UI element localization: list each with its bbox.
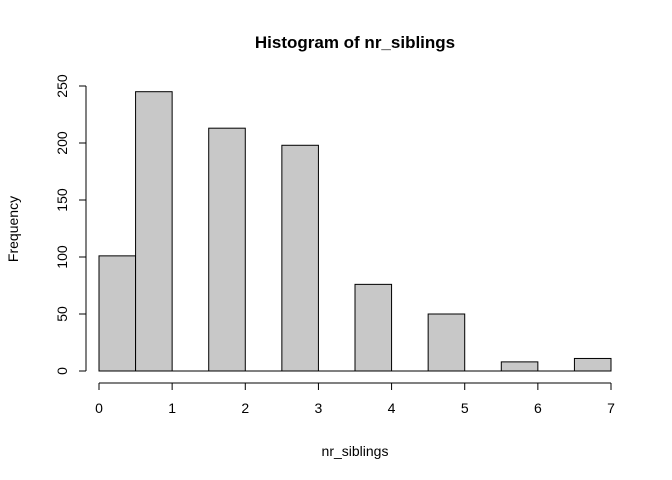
x-tick-label-6: 6: [534, 400, 542, 416]
chart-title: Histogram of nr_siblings: [255, 33, 455, 52]
bars-group: [98, 91, 612, 372]
histogram-bar-3: [208, 127, 246, 372]
histogram-bar-7: [354, 283, 393, 372]
y-axis-label: Frequency: [5, 196, 21, 262]
y-tick-label-100: 100: [54, 245, 70, 269]
x-tick-label-1: 1: [168, 400, 176, 416]
x-tick-label-7: 7: [607, 400, 615, 416]
y-tick-label-150: 150: [54, 188, 70, 212]
histogram-bar-0: [98, 255, 137, 372]
x-axis-label: nr_siblings: [322, 443, 389, 459]
y-tick-label-250: 250: [54, 74, 70, 98]
y-axis: 0 50 100 150 200 250: [54, 74, 87, 375]
histogram-bar-1: [135, 91, 173, 372]
y-tick-label-200: 200: [54, 131, 70, 155]
y-tick-label-50: 50: [54, 306, 70, 322]
histogram-bar-9: [427, 313, 466, 372]
x-tick-label-4: 4: [388, 400, 396, 416]
x-tick-label-2: 2: [241, 400, 249, 416]
x-axis: 0 1 2 3 4 5 6 7: [95, 382, 615, 416]
x-tick-label-0: 0: [95, 400, 103, 416]
x-tick-label-3: 3: [315, 400, 323, 416]
x-tick-label-5: 5: [461, 400, 469, 416]
histogram-bar-11: [500, 361, 539, 372]
histogram-bar-13: [573, 357, 612, 372]
histogram-bar-5: [281, 144, 319, 372]
y-tick-label-0: 0: [54, 367, 70, 375]
